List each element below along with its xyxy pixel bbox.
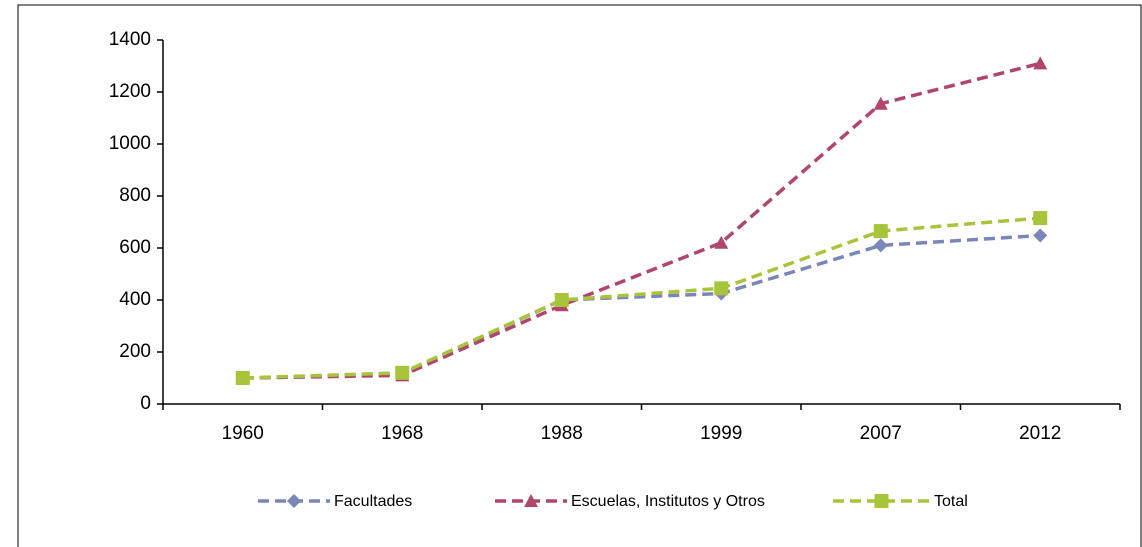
- series-line: [242, 61, 1041, 380]
- y-tick-label: 200: [119, 341, 151, 362]
- x-tick-label: 2012: [1019, 423, 1061, 444]
- marker: [1033, 56, 1048, 70]
- y-tick-label: 1200: [109, 81, 151, 102]
- legend-label: Escuelas, Institutos y Otros: [571, 493, 765, 510]
- y-tick-label: 800: [119, 185, 151, 206]
- y-tick-label: 600: [119, 237, 151, 258]
- marker: [287, 494, 301, 508]
- legend-label: Facultades: [334, 493, 412, 510]
- legend-label: Total: [934, 493, 968, 510]
- y-tick-label: 1400: [109, 29, 151, 50]
- marker: [395, 365, 410, 380]
- marker: [714, 281, 729, 296]
- y-tick-label: 400: [119, 289, 151, 310]
- x-tick-label: 1999: [700, 423, 742, 444]
- x-tick-label: 2007: [860, 423, 902, 444]
- marker: [554, 293, 569, 307]
- y-tick-label: 1000: [109, 133, 151, 154]
- marker: [235, 371, 250, 385]
- marker: [524, 494, 538, 507]
- marker: [873, 238, 888, 253]
- y-tick-label: 0: [140, 393, 151, 414]
- x-tick-label: 1968: [381, 423, 423, 444]
- series-line: [242, 233, 1041, 380]
- marker: [1033, 228, 1048, 243]
- frame: [17, 4, 1142, 547]
- marker: [873, 224, 888, 239]
- x-tick-label: 1988: [541, 423, 583, 444]
- marker: [873, 96, 888, 110]
- x-tick-label: 1960: [222, 423, 264, 444]
- series-line: [242, 216, 1041, 380]
- marker: [874, 494, 889, 508]
- marker: [714, 235, 729, 249]
- marker: [1033, 211, 1048, 226]
